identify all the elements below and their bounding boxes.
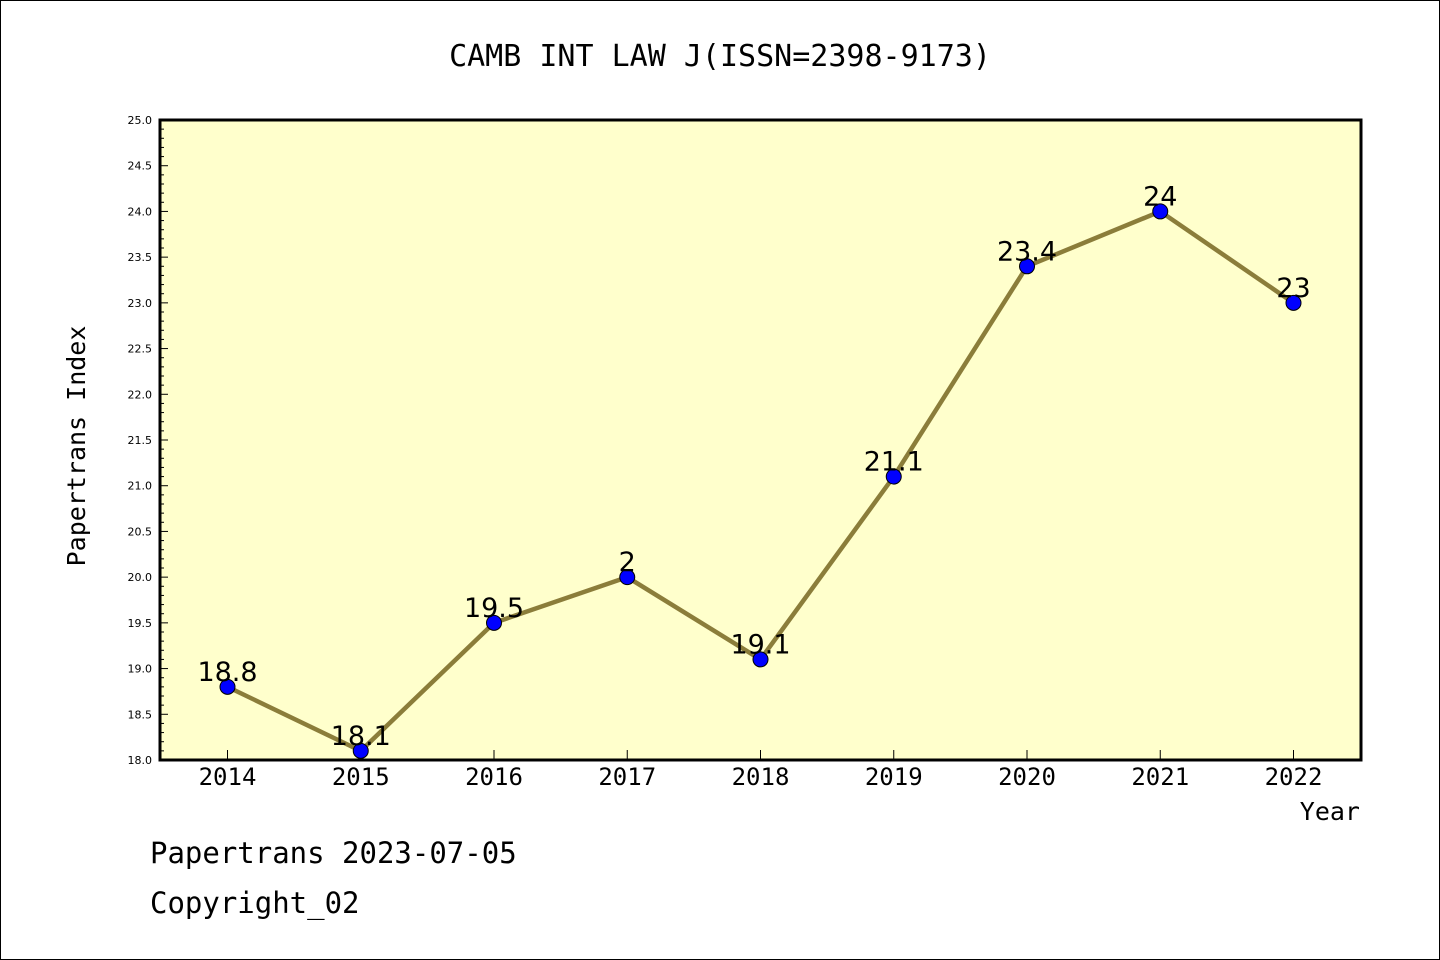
- footer-date: Papertrans 2023-07-05: [150, 836, 517, 870]
- x-tick-label: 2017: [598, 763, 656, 791]
- y-tick-label: 22.5: [128, 343, 153, 356]
- x-tick-label: 2018: [732, 763, 790, 791]
- data-point: [619, 569, 636, 586]
- data-point: [219, 678, 236, 695]
- x-tick-label: 2014: [199, 763, 257, 791]
- data-point: [486, 614, 502, 631]
- data-label: 23: [1276, 273, 1310, 304]
- y-tick-label: 24.0: [128, 205, 153, 218]
- data-labels: 18.8 18.1 19.5 2 19.1 21.1 23.4 24 23: [197, 181, 1310, 751]
- x-tick-label: 2016: [465, 763, 523, 791]
- data-point: [752, 651, 769, 668]
- data-label: 23.4: [997, 236, 1057, 267]
- y-tick-label: 21.5: [128, 434, 153, 447]
- y-tick-label: 21.0: [128, 480, 153, 493]
- data-point: [352, 742, 369, 759]
- x-tick-label: 2015: [332, 763, 390, 791]
- data-label: 24: [1143, 181, 1177, 212]
- data-label: 19.1: [730, 629, 790, 660]
- y-tick-label: 24.5: [128, 160, 153, 173]
- data-label: 18.8: [197, 657, 257, 688]
- data-label: 18.1: [331, 721, 391, 752]
- x-axis-label: Year: [1300, 797, 1360, 826]
- x-tick-label: 2020: [998, 763, 1056, 791]
- data-point: [1152, 203, 1169, 220]
- y-tick-label: 23.5: [128, 251, 153, 264]
- y-tick-label: 22.0: [128, 388, 153, 401]
- y-tick-label: 20.0: [128, 571, 153, 584]
- y-tick-label: 19.0: [128, 663, 153, 676]
- x-tick-label: 2021: [1131, 763, 1189, 791]
- data-point: [1019, 258, 1035, 275]
- data-label: 21.1: [864, 447, 924, 478]
- y-tick-label: 20.5: [128, 525, 153, 538]
- x-axis: 2014 2015 2016 2017 2018 2019 2020 2021 2022: [199, 750, 1323, 791]
- data-label: 19.5: [464, 593, 524, 624]
- y-tick-label: 18.5: [128, 708, 153, 721]
- x-tick-label: 2022: [1265, 763, 1323, 791]
- data-label: 2: [619, 547, 636, 578]
- series-layer: [219, 203, 1302, 759]
- data-point: [1285, 294, 1302, 311]
- data-point: [885, 468, 902, 485]
- y-axis: 18.0 18.5 19.0 19.5 20.0 20.5 21.0 21.5 22.0 22.5…: [128, 114, 168, 767]
- footer-copyright: Copyright_02: [150, 886, 360, 920]
- y-tick-label: 19.5: [128, 617, 153, 630]
- y-tick-label: 25.0: [128, 114, 153, 127]
- y-tick-label: 18.0: [128, 754, 153, 767]
- y-tick-label: 23.0: [128, 297, 153, 310]
- chart-title: CAMB INT LAW J(ISSN=2398-9173): [449, 39, 991, 74]
- x-tick-label: 2019: [865, 763, 923, 791]
- y-axis-label: Papertrans Index: [62, 326, 91, 567]
